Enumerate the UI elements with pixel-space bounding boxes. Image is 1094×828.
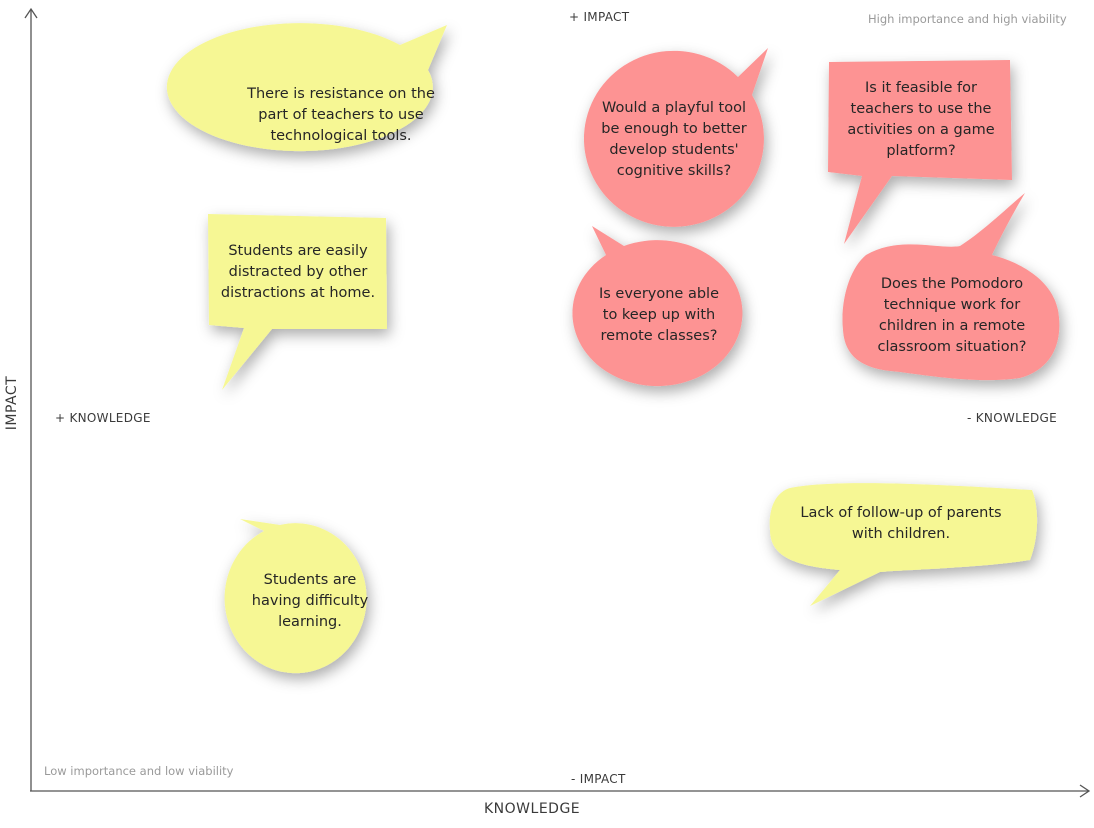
note-keep-up-text: Is everyone able to keep up with remote … bbox=[598, 285, 720, 344]
note-difficulty-bubble bbox=[224, 519, 367, 674]
note-pomodoro-shape bbox=[842, 193, 1060, 381]
note-pomodoro-text: Does the Pomodoro technique work for chi… bbox=[877, 276, 1027, 355]
impact-axis-title: IMPACT bbox=[4, 375, 20, 431]
note-distracted-shape bbox=[208, 214, 387, 390]
high-importance-note: High importance and high viability bbox=[868, 12, 1067, 26]
minus-impact-label: - IMPACT bbox=[571, 772, 626, 786]
note-follow-up-text: Lack of follow-up of parents with childr… bbox=[800, 505, 1002, 542]
note-distracted-text: Students are easily distracted by other … bbox=[220, 242, 376, 301]
note-resistance-text: There is resistance on the part of teach… bbox=[247, 85, 435, 144]
note-keep-up-bubble bbox=[572, 226, 743, 387]
plus-impact-label: + IMPACT bbox=[569, 10, 630, 24]
note-follow-up-shape bbox=[769, 483, 1038, 606]
note-playful-bubble bbox=[583, 48, 768, 227]
minus-knowledge-label: - KNOWLEDGE bbox=[967, 411, 1057, 425]
note-playful-text: Would a playful tool be enough to better… bbox=[601, 100, 747, 179]
note-difficulty-text: Students are having difficulty learning. bbox=[251, 571, 369, 630]
note-feasible-shape bbox=[828, 60, 1012, 244]
knowledge-axis-title: KNOWLEDGE bbox=[484, 801, 581, 817]
plus-knowledge-label: + KNOWLEDGE bbox=[55, 411, 151, 425]
axis-frame bbox=[24, 7, 1091, 798]
note-feasible-text: Is it feasible for teachers to use the a… bbox=[847, 80, 995, 159]
note-resistance-bubble bbox=[166, 23, 447, 152]
low-importance-note: Low importance and low viability bbox=[44, 764, 234, 778]
